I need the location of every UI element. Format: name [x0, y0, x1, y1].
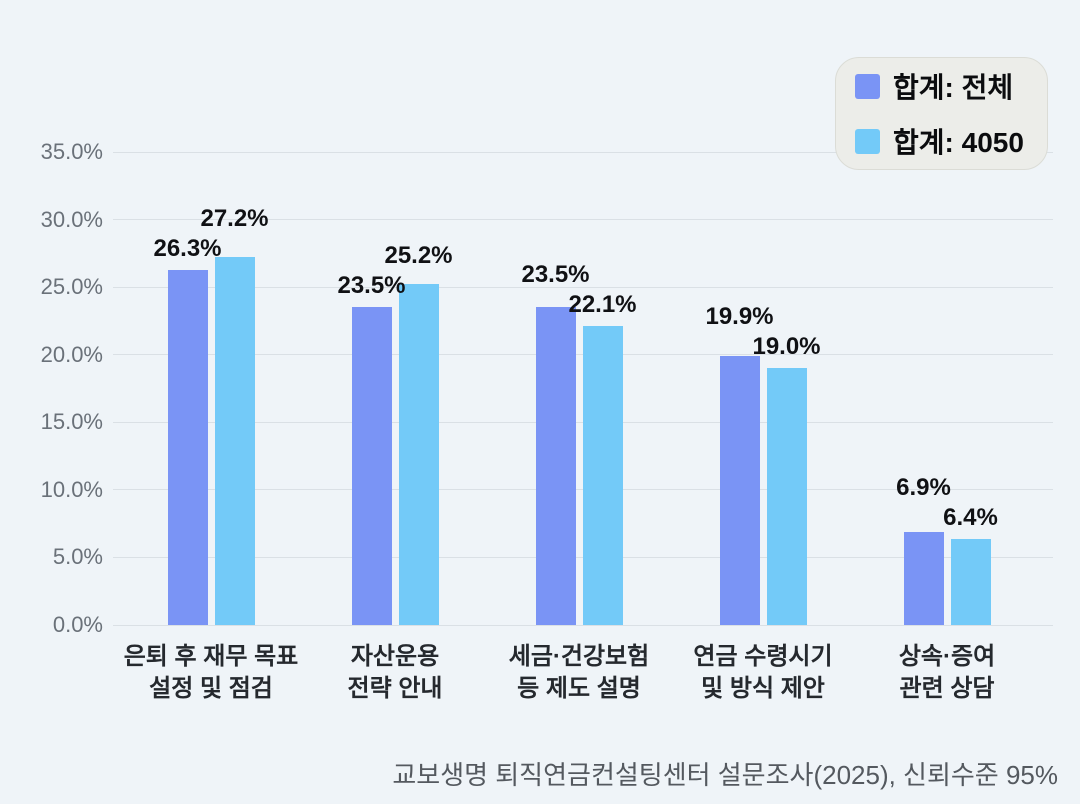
legend-item-total-all: 합계: 전체 — [855, 66, 1047, 106]
bar-series-1-group-0 — [214, 257, 255, 625]
category-label-0: 은퇴 후 재무 목표 설정 및 점검 — [123, 643, 299, 702]
value-label-series-1-group-4: 6.4% — [943, 503, 998, 531]
legend-label-total-4050: 합계: 4050 — [893, 127, 1024, 158]
legend-item-total-4050: 합계: 4050 — [855, 121, 1047, 161]
value-label-series-1-group-0: 27.2% — [200, 204, 269, 232]
value-label-series-1-group-3: 19.0% — [752, 333, 821, 361]
y-axis-tick-label: 25.0% — [40, 274, 103, 300]
value-label-series-1-group-1: 25.2% — [384, 242, 453, 270]
bar-series-0-group-1 — [351, 307, 392, 625]
value-label-series-0-group-2: 23.5% — [521, 261, 590, 289]
category-label-4: 상속·증여 관련 상담 — [898, 643, 996, 702]
bar-series-0-group-3 — [719, 356, 760, 625]
bar-series-1-group-3 — [766, 368, 807, 625]
gridline — [113, 286, 1053, 288]
gridline — [113, 151, 1053, 153]
y-axis-tick-label: 0.0% — [52, 612, 103, 637]
y-axis-tick-label: 20.0% — [40, 341, 103, 367]
source-note: 교보생명 퇴직연금컨설팅센터 설문조사(2025), 신뢰수준 95% — [392, 760, 1058, 790]
y-axis-tick-label: 5.0% — [52, 544, 103, 570]
value-label-series-0-group-1: 23.5% — [337, 272, 406, 300]
category-label-3: 연금 수령시기 및 방식 제안 — [693, 643, 833, 702]
value-label-series-0-group-0: 26.3% — [153, 234, 222, 262]
bar-series-1-group-4 — [950, 538, 991, 625]
y-axis-tick-label: 10.0% — [40, 476, 103, 502]
y-axis-tick-label: 35.0% — [40, 139, 103, 164]
legend-swatch-total-all-icon — [855, 73, 880, 99]
gridline — [113, 624, 1053, 626]
legend-swatch-total-4050-icon — [855, 128, 880, 154]
bar-series-0-group-4 — [903, 531, 944, 625]
y-axis-tick-label: 15.0% — [40, 409, 103, 435]
value-label-series-1-group-2: 22.1% — [568, 291, 637, 319]
bar-series-1-group-2 — [582, 326, 623, 625]
category-label-2: 세금·건강보험 등 제도 설명 — [508, 643, 650, 702]
value-label-series-0-group-4: 6.9% — [896, 473, 951, 501]
legend-label-total-all: 합계: 전체 — [893, 72, 1014, 103]
bar-series-0-group-0 — [167, 269, 208, 625]
bar-series-1-group-1 — [398, 284, 439, 625]
value-label-series-0-group-3: 19.9% — [705, 303, 774, 331]
gridline — [113, 219, 1053, 221]
y-axis-tick-label: 30.0% — [40, 206, 103, 232]
legend: 합계: 전체 합계: 4050 — [835, 57, 1048, 170]
bar-series-0-group-2 — [535, 307, 576, 625]
category-label-1: 자산운용 전략 안내 — [347, 643, 443, 702]
